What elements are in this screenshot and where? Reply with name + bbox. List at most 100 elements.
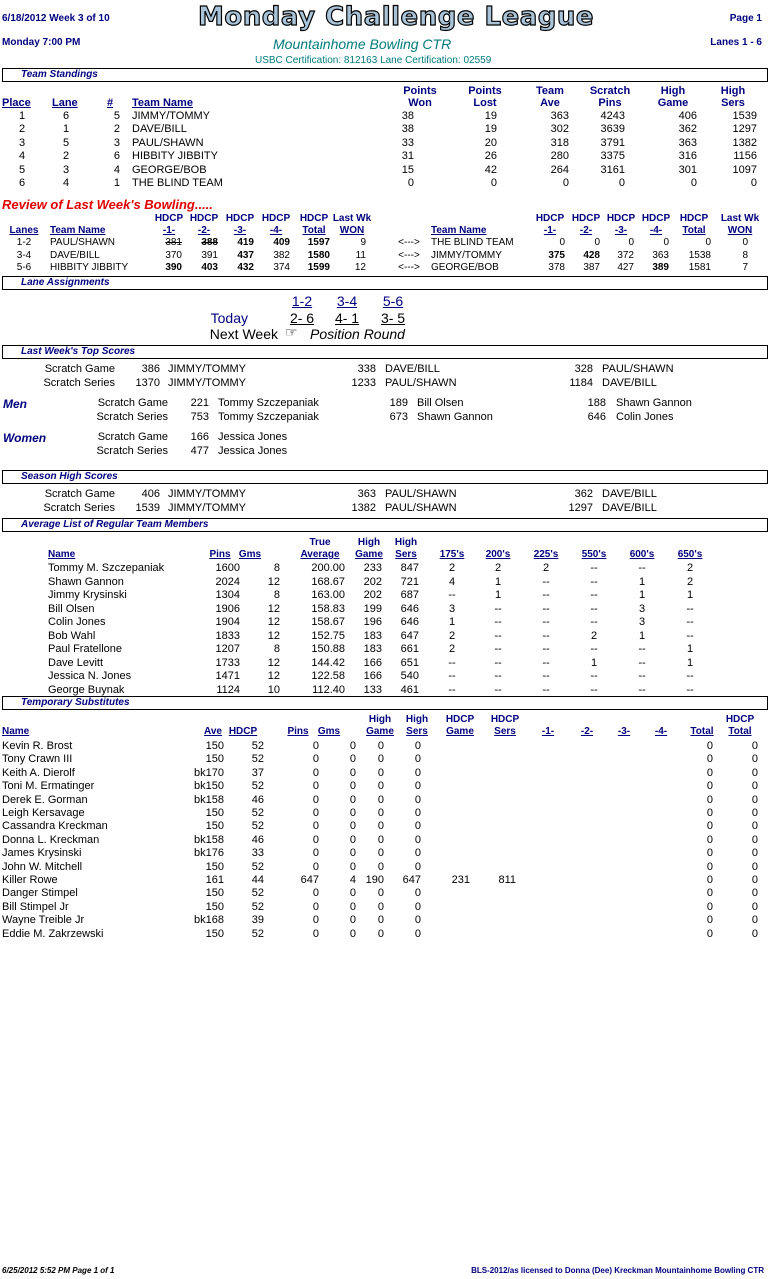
standings-cell: 2 [62, 150, 70, 163]
bowler-name: George Buynak [48, 683, 125, 696]
average-cell: -- [542, 683, 550, 696]
substitute-cell: 0 [349, 833, 356, 846]
average-header: 550's [581, 549, 607, 560]
substitute-cell: 0 [706, 833, 713, 846]
bowler-name: Bill Olsen [48, 602, 95, 615]
review-cell: 363 [652, 249, 669, 261]
substitute-cell: 0 [751, 927, 758, 940]
review-cell: 9 [360, 237, 366, 248]
standings-header: Lost [473, 97, 497, 109]
substitute-cell: 39 [251, 914, 264, 927]
substitute-cell: 0 [414, 807, 421, 819]
review-cell: 1538 [688, 249, 711, 261]
standings-cell: 5 [18, 163, 26, 176]
bowler-name: Jimmy Krysinski [48, 589, 127, 601]
substitutes-header: Temporary Substitutes [2, 696, 768, 710]
average-cell: -- [542, 629, 550, 642]
substitute-cell: 0 [312, 766, 319, 779]
review-cell: 388 [201, 237, 218, 248]
review-header: HDCP [606, 213, 636, 224]
average-cell: -- [542, 602, 550, 615]
average-cell: -- [494, 616, 502, 628]
standings-header: Ave [540, 97, 560, 109]
team-name: PAUL/SHAWN [602, 363, 674, 375]
average-cell: -- [686, 602, 694, 615]
substitute-cell: 52 [251, 927, 264, 940]
versus-arrow: <---> [398, 249, 420, 261]
substitute-header: HDCP [445, 714, 475, 725]
average-cell: 183 [363, 643, 382, 655]
average-cell: 163.00 [311, 589, 345, 601]
review-cell: 391 [201, 249, 218, 261]
substitute-name: Eddie M. Zakrzewski [2, 927, 104, 940]
standings-cell: 6 [113, 150, 120, 163]
average-cell: 1 [686, 643, 694, 655]
average-cell: 2 [448, 562, 456, 574]
team-name: HIBBITY JIBBITY [50, 262, 129, 273]
substitute-cell: 52 [251, 887, 264, 900]
bowler-name: Bill Olsen [417, 397, 464, 409]
review-cell: 427 [617, 262, 634, 273]
substitute-cell: 52 [251, 860, 264, 873]
substitute-cell: 0 [751, 860, 758, 873]
average-cell: 1 [448, 616, 456, 628]
average-cell: 687 [400, 589, 419, 601]
substitute-cell: 0 [377, 914, 384, 927]
average-cell: -- [686, 629, 694, 642]
average-header: Game [355, 549, 383, 560]
substitute-cell: 0 [414, 847, 421, 860]
review-header: -3- [233, 225, 247, 236]
standings-cell: 301 [678, 163, 697, 176]
standings-header: Scratch [589, 85, 631, 97]
substitute-cell: 4 [349, 874, 356, 886]
standings-header: Team Name [132, 97, 193, 109]
standings-header: Won [408, 97, 432, 109]
average-cell: 2024 [215, 575, 240, 588]
average-cell: -- [494, 602, 502, 615]
standings-cell: 0 [407, 177, 414, 189]
review-header: HDCP [641, 213, 671, 224]
review-header: HDCP [299, 213, 329, 224]
average-cell: 4 [448, 575, 456, 588]
average-cell: 646 [400, 602, 419, 615]
today-lane: 4- 1 [334, 310, 360, 326]
average-cell: -- [494, 656, 502, 669]
substitute-header: -3- [617, 726, 631, 737]
team-name: DAVE/BILL [132, 123, 187, 136]
average-cell: 2 [542, 562, 550, 574]
standings-cell: 362 [678, 123, 697, 136]
substitute-cell: 0 [414, 766, 421, 779]
page-number: Page 1 [729, 13, 762, 24]
review-header: -1- [543, 225, 557, 236]
team-name: JIMMY/TOMMY [168, 501, 247, 514]
bowling-center-name: Mountainhome Bowling CTR [273, 36, 452, 52]
standings-header: Place [2, 97, 31, 109]
review-cell: 0 [594, 237, 600, 248]
substitute-cell: 0 [377, 927, 384, 940]
average-cell: 646 [400, 616, 419, 628]
standings-cell: 26 [484, 150, 497, 163]
review-cell: 389 [652, 262, 669, 273]
substitute-cell: 0 [349, 860, 356, 873]
substitute-cell: 0 [377, 807, 384, 819]
standings-cell: 6 [18, 177, 26, 189]
substitute-cell: 0 [706, 807, 713, 819]
substitute-name: Cassandra Kreckman [2, 820, 108, 833]
average-header: 200's [485, 549, 511, 560]
standings-cell: 316 [678, 150, 697, 163]
review-header: Team Name [431, 225, 487, 236]
average-cell: 168.67 [311, 575, 345, 588]
bowler-name: Shawn Gannon [417, 411, 493, 423]
substitute-cell: 52 [251, 820, 264, 833]
today-lane: 2- 6 [289, 310, 315, 326]
team-standings-header: Team Standings [2, 68, 768, 82]
substitute-cell: 0 [377, 860, 384, 873]
standings-cell: 42 [484, 163, 497, 176]
lane-pair: 1-2 [291, 293, 313, 309]
average-cell: 12 [267, 616, 280, 628]
review-header: WON [339, 225, 365, 236]
score-value: 328 [574, 363, 593, 375]
average-cell: 2 [448, 629, 456, 642]
standings-cell: 3 [18, 136, 26, 149]
report-date-week: 6/18/2012 Week 3 of 10 [2, 13, 110, 24]
